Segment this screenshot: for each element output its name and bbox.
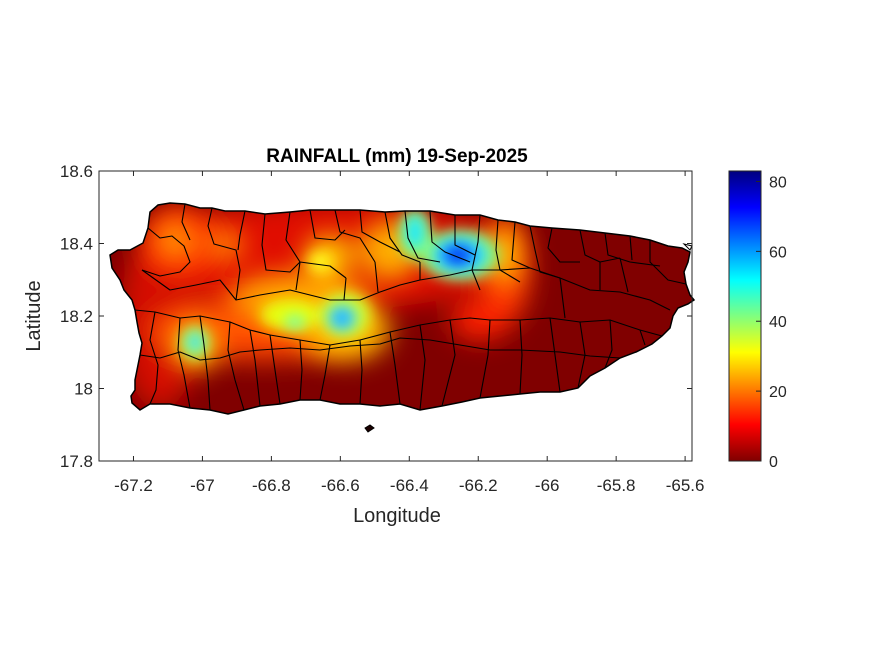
y-tick-label: 18.4 [60,235,93,254]
y-tick-label: 18.6 [60,162,93,181]
colorbar-tick-label: 20 [769,384,787,401]
y-tick-label: 18 [74,380,93,399]
y-axis-ticks: 17.8 18 18.2 18.4 18.6 [60,162,692,471]
colorbar-tick-label: 80 [769,174,787,191]
colorbar [728,170,762,462]
colorbar-ticks: 0 20 40 60 80 [756,174,787,471]
x-tick-label: -67 [190,476,215,495]
x-tick-label: -66.4 [390,476,429,495]
x-tick-label: -66 [535,476,560,495]
x-tick-label: -65.6 [666,476,705,495]
x-tick-label: -66.6 [321,476,360,495]
y-axis-label: Latitude [23,280,45,351]
y-tick-label: 17.8 [60,452,93,471]
x-tick-label: -65.8 [597,476,636,495]
colorbar-tick-label: 40 [769,314,787,331]
colorbar-tick-label: 0 [769,454,778,471]
y-tick-label: 18.2 [60,307,93,326]
x-tick-label: -66.8 [252,476,291,495]
x-axis-label: Longitude [353,505,441,527]
municipality-borders [134,203,687,411]
x-axis-ticks: -67.2 -67 -66.8 -66.6 -66.4 -66.2 -66 -65.8 -65.… [114,171,704,495]
islet-east [682,243,693,251]
colorbar-tick-label: 60 [769,244,787,261]
x-tick-label: -66.2 [459,476,498,495]
chart-title: RAINFALL (mm) 19-Sep-2025 [266,146,528,167]
x-tick-label: -67.2 [114,476,153,495]
island-caja-de-muertos [364,424,375,433]
